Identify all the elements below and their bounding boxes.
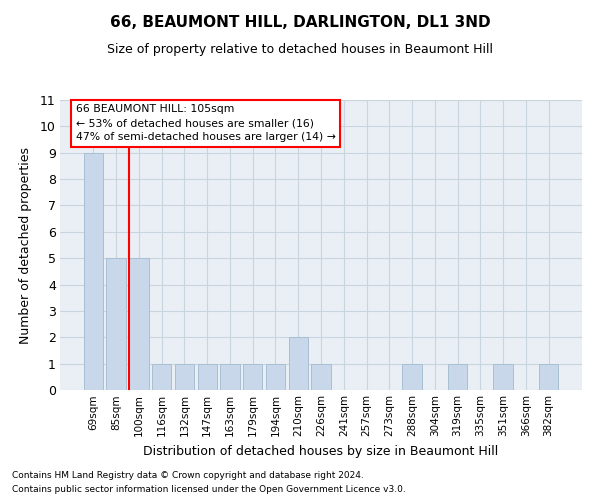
Y-axis label: Number of detached properties: Number of detached properties	[19, 146, 32, 344]
Text: Contains HM Land Registry data © Crown copyright and database right 2024.: Contains HM Land Registry data © Crown c…	[12, 470, 364, 480]
Bar	[152, 364, 172, 390]
Bar	[129, 258, 149, 390]
Bar	[84, 152, 103, 390]
Bar	[175, 364, 194, 390]
Bar	[243, 364, 262, 390]
Bar	[448, 364, 467, 390]
Bar	[220, 364, 239, 390]
Bar	[197, 364, 217, 390]
Bar	[403, 364, 422, 390]
Text: Contains public sector information licensed under the Open Government Licence v3: Contains public sector information licen…	[12, 486, 406, 494]
Text: 66, BEAUMONT HILL, DARLINGTON, DL1 3ND: 66, BEAUMONT HILL, DARLINGTON, DL1 3ND	[110, 15, 490, 30]
X-axis label: Distribution of detached houses by size in Beaumont Hill: Distribution of detached houses by size …	[143, 444, 499, 458]
Text: 66 BEAUMONT HILL: 105sqm
← 53% of detached houses are smaller (16)
47% of semi-d: 66 BEAUMONT HILL: 105sqm ← 53% of detach…	[76, 104, 335, 142]
Bar	[311, 364, 331, 390]
Bar	[289, 338, 308, 390]
Bar	[539, 364, 558, 390]
Bar	[493, 364, 513, 390]
Bar	[266, 364, 285, 390]
Text: Size of property relative to detached houses in Beaumont Hill: Size of property relative to detached ho…	[107, 42, 493, 56]
Bar	[106, 258, 126, 390]
